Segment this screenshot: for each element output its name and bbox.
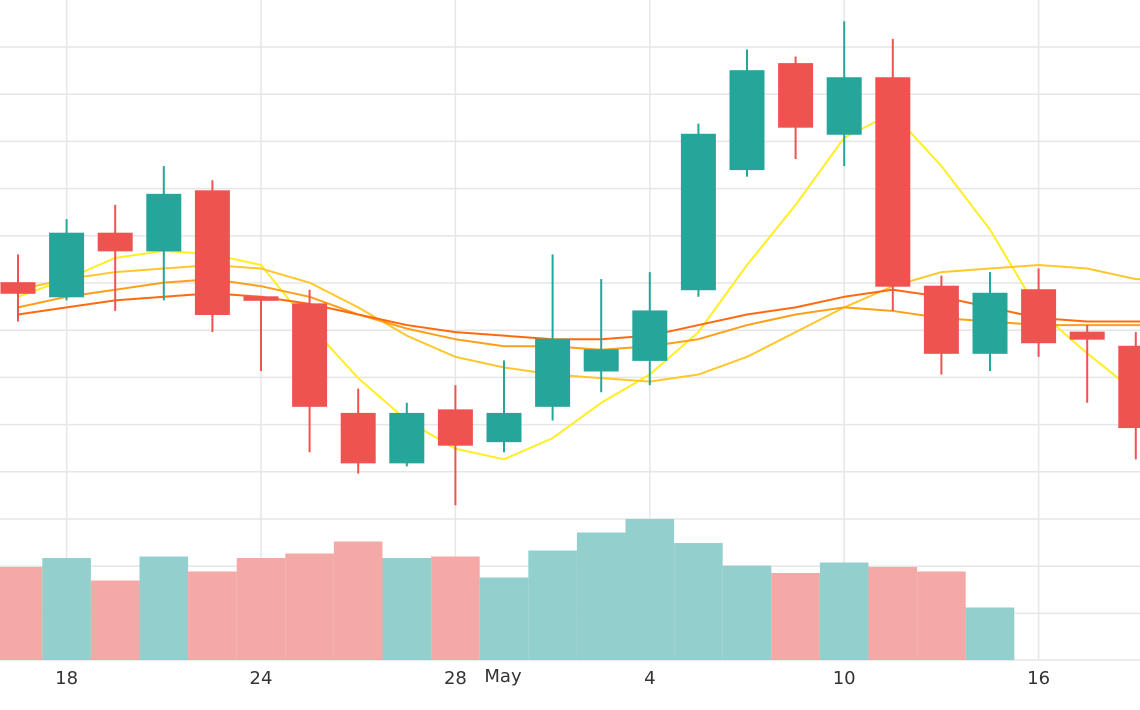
candle-down bbox=[923, 285, 959, 354]
volume-bar bbox=[333, 541, 383, 660]
volume-bar bbox=[917, 571, 966, 660]
candle-up bbox=[632, 310, 668, 361]
candle-up bbox=[826, 77, 862, 135]
volume-bar bbox=[674, 543, 723, 660]
volume-bar bbox=[188, 571, 237, 660]
candle-down bbox=[340, 412, 376, 464]
volume-bar bbox=[819, 562, 869, 660]
x-tick-label: May bbox=[484, 666, 522, 687]
candle-up bbox=[146, 193, 182, 252]
x-axis: 18 24 28 May 4 10 16 bbox=[55, 666, 1050, 689]
candle-down bbox=[97, 232, 133, 252]
x-tick-label: 28 bbox=[444, 668, 467, 689]
candle-up bbox=[49, 232, 85, 298]
volume-bar bbox=[479, 577, 529, 660]
candle-up bbox=[389, 412, 425, 464]
x-tick-label: 16 bbox=[1027, 668, 1050, 689]
candle-down bbox=[437, 409, 473, 446]
volume-bar bbox=[431, 556, 480, 660]
candle-up bbox=[680, 133, 716, 291]
candle-up bbox=[972, 292, 1008, 354]
candle-up bbox=[583, 349, 619, 372]
candle-down bbox=[1069, 331, 1105, 340]
candle-down bbox=[1021, 289, 1057, 344]
volume-bar bbox=[139, 556, 189, 660]
volume-bar bbox=[42, 558, 91, 660]
x-tick-label: 4 bbox=[644, 668, 655, 689]
volume-bar bbox=[528, 550, 577, 660]
moving-average-line-1 bbox=[17, 112, 1140, 461]
candle-down bbox=[1118, 345, 1140, 429]
volume-bar bbox=[382, 558, 432, 660]
volume-bar bbox=[236, 558, 286, 660]
volume-bar bbox=[868, 567, 918, 660]
volume-bar bbox=[771, 573, 820, 660]
volume-bar bbox=[90, 580, 140, 660]
candle-down bbox=[778, 63, 814, 128]
candle-down bbox=[292, 303, 328, 407]
volume-bar bbox=[576, 532, 626, 660]
volume-bar bbox=[285, 553, 334, 660]
candle-down bbox=[0, 282, 36, 294]
candle-down bbox=[875, 77, 911, 287]
candle-down bbox=[243, 296, 279, 301]
volume-bar bbox=[625, 519, 675, 660]
candle-up bbox=[486, 412, 522, 443]
x-tick-label: 18 bbox=[55, 668, 78, 689]
candle-up bbox=[535, 338, 571, 407]
volume-bars bbox=[0, 519, 1015, 660]
candles bbox=[0, 21, 1140, 506]
volume-bar bbox=[965, 607, 1015, 660]
x-tick-label: 10 bbox=[833, 668, 856, 689]
x-tick-label: 24 bbox=[250, 668, 273, 689]
candle-up bbox=[729, 70, 765, 171]
volume-bar bbox=[0, 567, 43, 660]
moving-average-line-4 bbox=[17, 288, 1140, 341]
volume-bar bbox=[722, 565, 772, 660]
moving-average-lines bbox=[17, 112, 1140, 461]
candle-down bbox=[194, 190, 230, 315]
